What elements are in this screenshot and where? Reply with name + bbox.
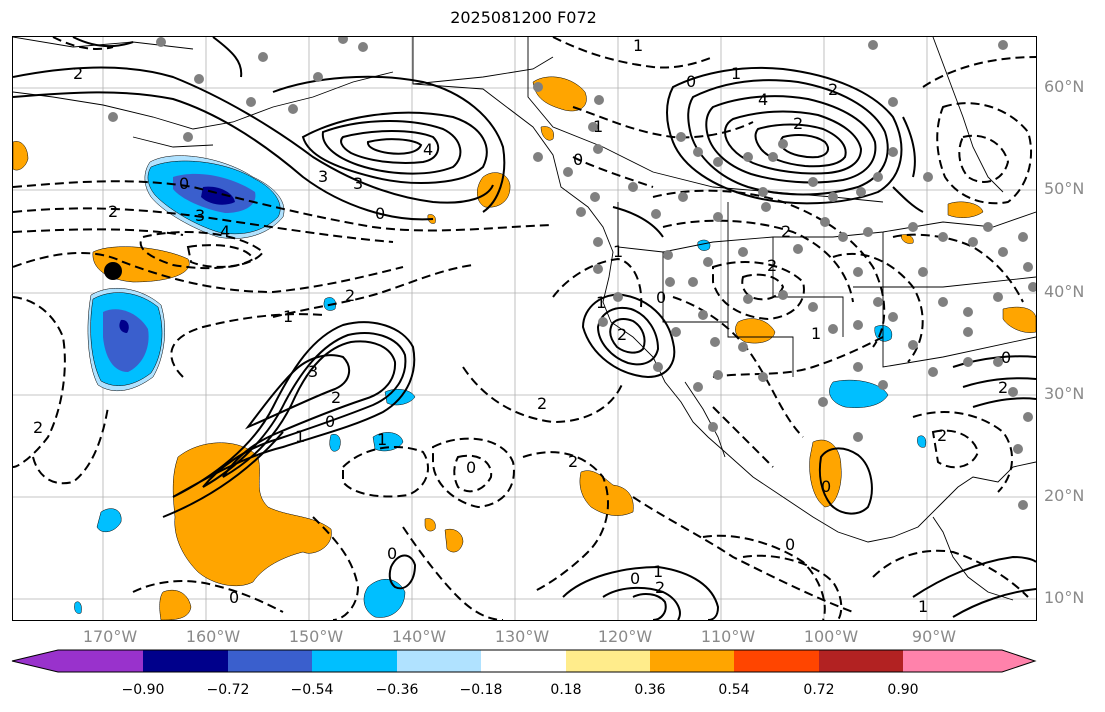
marker-dot [104, 262, 122, 280]
contour-label: 0 [466, 458, 476, 477]
colorbar-tick: 0.72 [803, 682, 835, 698]
contour-label: 0 [821, 477, 831, 496]
contour-label: 4 [220, 222, 230, 241]
lon-label: 170°W [82, 627, 138, 646]
contour-label: 2 [828, 80, 838, 99]
colorbar-segment [312, 650, 397, 672]
dashed-contours [13, 37, 1036, 620]
colorbar-segment [734, 650, 819, 672]
lon-label: 130°W [494, 627, 550, 646]
contour-label: 1 [596, 293, 606, 312]
contour-label: 2 [781, 222, 791, 241]
lon-label: 120°W [597, 627, 653, 646]
contour-label: 2 [537, 394, 547, 413]
contour-labels: 2 3 4 3 0 0 2 3 4 1 2 3 2 1 0 2 1 0 1 2 … [33, 37, 1011, 616]
contour-label: 2 [937, 426, 947, 445]
lat-label: 60°N [1044, 77, 1085, 96]
station-dots [108, 37, 1036, 510]
contour-label: 0 [229, 588, 239, 607]
contour-label: 0 [387, 544, 397, 563]
colorbar-tick: 0.90 [887, 682, 919, 698]
contour-label: 1 [653, 562, 663, 581]
contour-label: 4 [423, 140, 433, 159]
colorbar-segment [566, 650, 650, 672]
coastlines [13, 37, 1036, 601]
contour-label: 3 [195, 206, 205, 225]
contour-label: 2 [108, 202, 118, 221]
contour-label: 0 [325, 412, 335, 431]
lon-label: 110°W [700, 627, 756, 646]
contour-label: 2 [617, 325, 627, 344]
contour-label: 0 [573, 150, 583, 169]
contour-label: 2 [655, 578, 665, 597]
contour-label: 1 [613, 242, 623, 261]
colorbar-tick: −0.72 [206, 682, 250, 698]
colorbar-tick: −0.18 [459, 682, 503, 698]
contour-label: 1 [593, 117, 603, 136]
contour-label: 2 [345, 286, 355, 305]
contour-label: 1 [633, 37, 643, 55]
contour-label: 1 [918, 597, 928, 616]
contour-label: 3 [353, 174, 363, 193]
contour-label: 1 [811, 324, 821, 343]
contour-label: 0 [785, 535, 795, 554]
contour-label: 0 [630, 569, 640, 588]
weather-map-svg: 2 3 4 3 0 0 2 3 4 1 2 3 2 1 0 2 1 0 1 2 … [13, 37, 1036, 620]
lat-label: 30°N [1044, 384, 1085, 403]
lon-label: 160°W [185, 627, 241, 646]
contour-label: 2 [33, 418, 43, 437]
map-title: 2025081200 F072 [450, 8, 597, 27]
contour-label: 2 [331, 388, 341, 407]
colorbar-segment [819, 650, 903, 672]
lat-label: 40°N [1044, 282, 1085, 301]
contour-label: 0 [1001, 348, 1011, 367]
colorbar-segment [650, 650, 734, 672]
colorbar-segment [143, 650, 228, 672]
contour-label: 3 [308, 362, 318, 381]
lon-label: 140°W [391, 627, 447, 646]
contour-label: 2 [998, 378, 1008, 397]
contour-label: 0 [375, 204, 385, 223]
colorbar-segment [228, 650, 312, 672]
solid-contours [13, 37, 1036, 620]
contour-label: 2 [73, 64, 83, 83]
contour-label: 2 [767, 256, 777, 275]
contour-label: 0 [179, 174, 189, 193]
contour-label: 1 [283, 307, 293, 326]
colorbar-tick: −0.36 [375, 682, 419, 698]
contour-label: 3 [318, 167, 328, 186]
contour-label: 1 [295, 427, 305, 446]
contour-label: 1 [731, 64, 741, 83]
contour-label: 1 [377, 430, 387, 449]
contour-label: 2 [568, 452, 578, 471]
colorbar-tick: −0.54 [290, 682, 334, 698]
colorbar-segment [12, 650, 143, 672]
colorbar [11, 649, 1037, 673]
contour-label: 4 [758, 90, 768, 109]
lon-label: 100°W [803, 627, 859, 646]
colorbar-tick: −0.90 [121, 682, 165, 698]
colorbar-tick: 0.36 [634, 682, 666, 698]
lon-label: 90°W [911, 627, 957, 646]
lat-label: 50°N [1044, 179, 1085, 198]
lat-label: 20°N [1044, 486, 1085, 505]
contour-label: 0 [686, 72, 696, 91]
colorbar-segment [397, 650, 481, 672]
map-panel[interactable]: 2 3 4 3 0 0 2 3 4 1 2 3 2 1 0 2 1 0 1 2 … [12, 36, 1037, 621]
colorbar-segment [903, 650, 1035, 672]
contour-label: 0 [656, 288, 666, 307]
shading-orange [13, 76, 1036, 620]
lat-label: 10°N [1044, 588, 1085, 607]
lon-label: 150°W [288, 627, 344, 646]
colorbar-tick: 0.18 [550, 682, 582, 698]
colorbar-segment [481, 650, 566, 672]
colorbar-tick: 0.54 [718, 682, 750, 698]
contour-label: 2 [793, 114, 803, 133]
